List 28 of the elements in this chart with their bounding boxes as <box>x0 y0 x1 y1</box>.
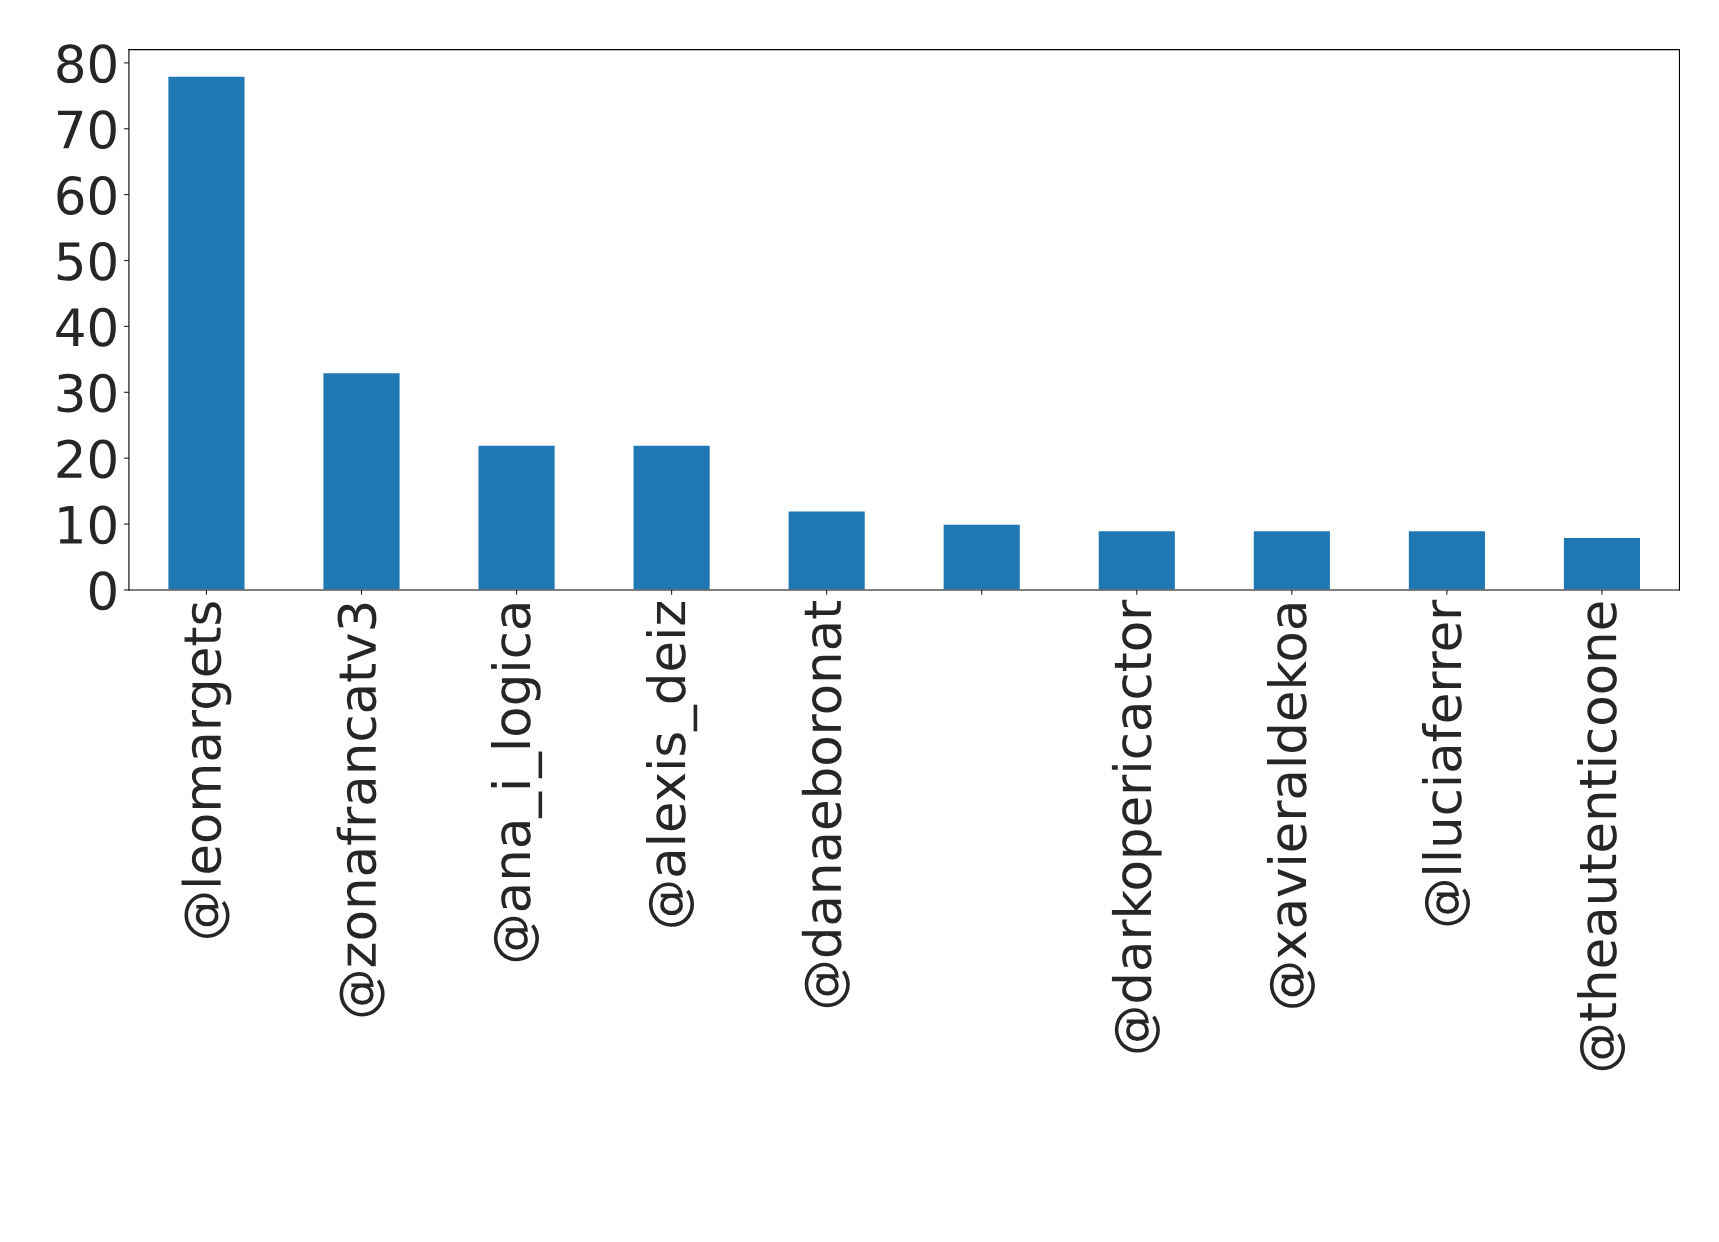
y-tick-label: 30 <box>57 373 116 413</box>
bar <box>1407 529 1487 590</box>
x-tick-label: @lluciaferrer <box>1422 599 1470 926</box>
bar <box>787 510 867 590</box>
x-tick-label: @theautenticoone <box>1577 602 1626 1071</box>
bar <box>477 444 557 590</box>
y-tick-label: 10 <box>59 505 116 545</box>
y-tick-label: 70 <box>58 110 116 149</box>
y-tick-label: 40 <box>56 307 116 347</box>
x-tick-label: @xavieraldekoa <box>1266 604 1315 1008</box>
x-tick-label: @ana_i_logica <box>490 604 543 962</box>
bar <box>942 523 1022 590</box>
bar <box>1252 529 1332 590</box>
bar <box>632 444 712 590</box>
y-tick-label: 0 <box>89 571 116 611</box>
bar <box>166 75 246 590</box>
y-tick-label: 60 <box>57 176 116 215</box>
y-tick-label: 50 <box>57 241 116 281</box>
x-tick-label: @darkopericactor <box>1111 599 1162 1053</box>
x-tick-label: @danaeboronat <box>801 600 850 1008</box>
bar <box>1097 529 1177 590</box>
bar <box>322 371 401 590</box>
y-tick-label: 80 <box>57 44 116 84</box>
y-tick-label: 20 <box>57 439 116 479</box>
x-tick-label: @leomargets <box>181 602 232 938</box>
x-tick-label: @zonafrancatv3 <box>336 603 385 1017</box>
bar <box>1562 536 1642 590</box>
x-tick-label: @alexis_deiz <box>646 601 698 927</box>
